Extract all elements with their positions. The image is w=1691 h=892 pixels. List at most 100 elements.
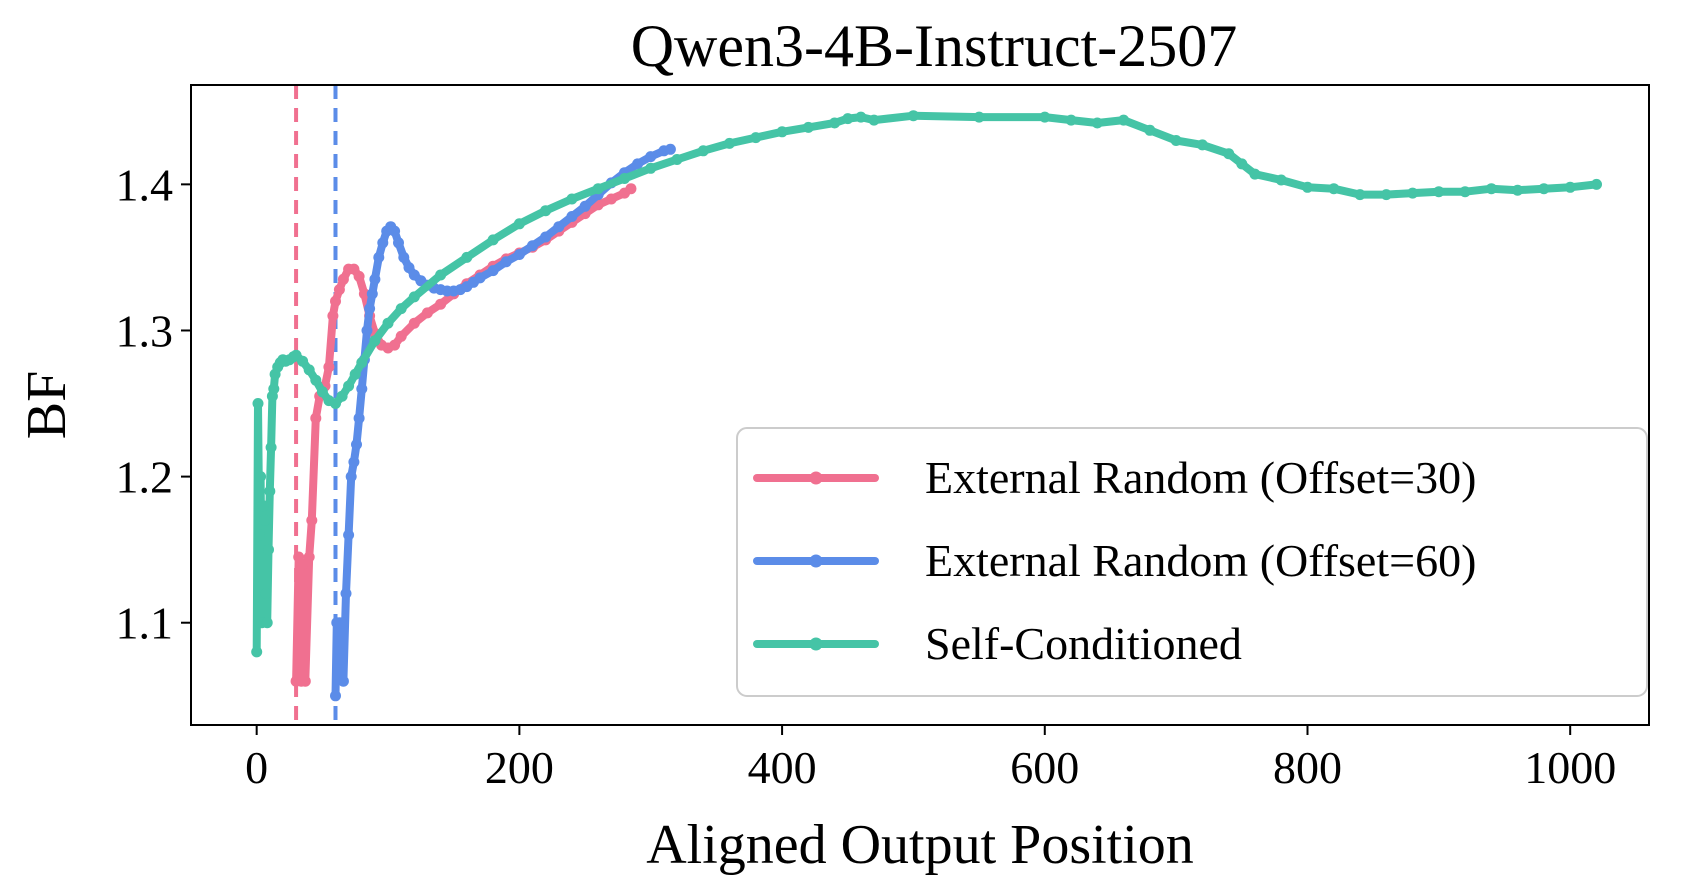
data-point <box>257 500 269 512</box>
data-point <box>1144 124 1156 136</box>
data-point <box>330 690 341 702</box>
data-point <box>297 355 309 367</box>
data-point <box>264 485 276 497</box>
data-point <box>1236 158 1248 170</box>
data-point <box>1302 181 1313 193</box>
y-tick-label: 1.2 <box>116 452 174 503</box>
data-point <box>310 374 322 386</box>
x-tick-label: 200 <box>485 742 554 793</box>
data-point <box>389 339 401 351</box>
x-axis-label: Aligned Output Position <box>646 814 1194 876</box>
x-tick-label: 600 <box>1010 742 1079 793</box>
legend-swatch-marker <box>809 637 823 651</box>
data-point <box>337 675 349 687</box>
data-point <box>330 398 341 409</box>
legend-label: Self-Conditioned <box>925 618 1242 669</box>
data-point <box>632 158 644 170</box>
data-point <box>348 456 360 468</box>
data-point <box>398 251 410 263</box>
y-tick-label: 1.3 <box>116 305 174 356</box>
data-point <box>377 237 389 249</box>
y-axis-label: BF <box>16 371 78 440</box>
data-point <box>340 588 352 599</box>
data-point <box>461 251 473 263</box>
plot-area <box>251 85 1602 725</box>
data-point <box>842 113 854 125</box>
data-point <box>373 251 385 263</box>
data-point <box>382 317 394 329</box>
data-point <box>1512 184 1524 196</box>
data-point <box>973 111 985 123</box>
data-point <box>361 325 373 336</box>
data-point <box>540 205 552 217</box>
data-point <box>1118 114 1130 126</box>
data-point <box>408 317 420 329</box>
data-point <box>252 398 264 409</box>
plot-frame <box>190 84 1650 726</box>
data-point <box>336 617 348 629</box>
x-tick-label: 400 <box>748 742 817 793</box>
data-point <box>1328 183 1340 195</box>
data-point <box>1459 186 1471 198</box>
x-tick-label: 0 <box>245 742 268 793</box>
data-point <box>1591 178 1602 190</box>
data-point <box>366 288 378 300</box>
data-point <box>1196 139 1208 151</box>
data-point <box>1433 186 1445 198</box>
data-point <box>268 383 280 395</box>
data-point <box>619 173 630 184</box>
y-axis-ticks: 1.1 1.2 1.3 1.4 <box>116 159 191 649</box>
data-point <box>435 269 447 281</box>
data-point <box>907 110 919 122</box>
data-point <box>664 143 676 155</box>
data-point <box>393 237 404 249</box>
data-point <box>351 439 362 450</box>
data-point <box>487 234 499 246</box>
data-point <box>336 390 348 402</box>
legend-entry-2: External Random (Offset=60) <box>753 535 1476 586</box>
data-point <box>1538 183 1550 195</box>
data-point <box>802 121 814 133</box>
data-point <box>1091 117 1103 129</box>
data-point <box>625 183 637 195</box>
data-point <box>1223 148 1235 160</box>
data-point <box>364 303 376 315</box>
data-point <box>369 335 381 347</box>
data-point <box>337 273 349 285</box>
data-point <box>260 588 272 599</box>
data-point <box>724 137 735 149</box>
data-point <box>353 270 365 282</box>
data-point <box>540 231 552 243</box>
data-point <box>855 111 867 123</box>
data-point <box>527 240 538 252</box>
data-point <box>487 265 499 277</box>
data-point <box>1380 189 1392 201</box>
data-point <box>323 361 335 373</box>
data-point <box>750 132 762 144</box>
data-point <box>353 412 365 424</box>
y-tick-label: 1.1 <box>116 598 174 649</box>
data-point <box>1039 111 1051 123</box>
data-point <box>345 471 357 483</box>
data-point <box>369 273 381 285</box>
data-point <box>579 200 591 212</box>
data-point <box>316 386 328 398</box>
chart-title: Qwen3-4B-Instruct-2507 <box>631 13 1238 79</box>
data-point <box>474 272 486 284</box>
data-point <box>500 256 512 268</box>
data-point <box>566 211 578 222</box>
data-point <box>645 151 657 163</box>
data-point <box>1275 174 1287 186</box>
data-point <box>343 380 355 392</box>
data-point <box>303 551 315 563</box>
data-point <box>330 295 341 307</box>
data-point <box>421 307 433 319</box>
y-tick-label: 1.4 <box>116 159 174 210</box>
data-point <box>356 357 368 369</box>
legend-label: External Random (Offset=60) <box>925 535 1476 586</box>
data-point <box>299 675 311 687</box>
data-point <box>671 154 683 165</box>
data-point <box>356 383 368 395</box>
data-point <box>251 646 263 658</box>
data-point <box>389 225 401 237</box>
